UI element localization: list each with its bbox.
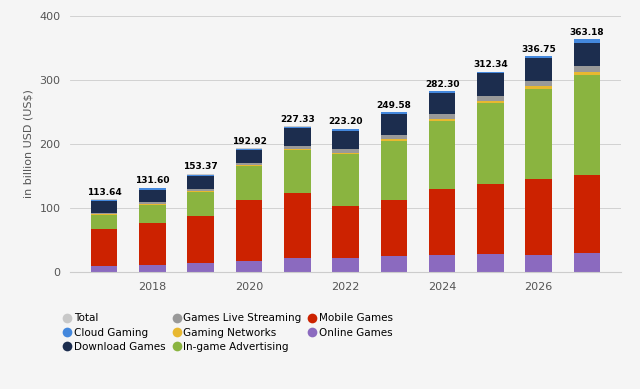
Bar [525,255,552,272]
Bar [332,131,359,149]
Bar [332,154,359,205]
Text: 363.18: 363.18 [570,28,604,37]
Bar [236,149,262,150]
Bar [477,254,504,272]
Bar [188,174,214,175]
Bar [332,258,359,272]
Bar [381,256,407,272]
Text: 227.33: 227.33 [280,115,315,124]
Bar [188,192,214,216]
Bar [381,114,407,135]
Bar [139,189,166,202]
Bar [236,150,262,163]
Bar [332,149,359,152]
Bar [429,121,456,189]
Bar [381,135,407,139]
Text: 192.92: 192.92 [232,137,266,146]
Bar [429,255,456,272]
Bar [284,149,310,150]
Bar [573,75,600,175]
Bar [91,199,118,200]
Bar [477,184,504,254]
Bar [332,152,359,154]
Bar [477,74,504,96]
Bar [429,119,456,121]
Bar [91,229,118,266]
Bar [284,128,310,145]
Bar [188,263,214,272]
Bar [525,179,552,255]
Bar [477,101,504,103]
Bar [284,127,310,128]
Bar [573,66,600,72]
Bar [525,81,552,86]
Bar [525,86,552,89]
Bar [332,130,359,131]
Bar [573,253,600,272]
Bar [525,58,552,81]
Bar [573,175,600,253]
Bar [139,223,166,265]
Bar [332,205,359,258]
Bar [381,112,407,114]
Bar [381,139,407,141]
Bar [91,213,118,214]
Text: 223.20: 223.20 [328,117,363,126]
Text: 131.60: 131.60 [135,176,170,185]
Bar [284,145,310,149]
Bar [525,89,552,179]
Bar [91,200,118,201]
Bar [525,56,552,58]
Bar [188,216,214,263]
Bar [236,165,262,166]
Bar [91,266,118,272]
Bar [139,202,166,204]
Bar [429,189,456,255]
Bar [236,166,262,200]
Bar [139,188,166,189]
Bar [236,200,262,261]
Bar [381,200,407,256]
Bar [284,193,310,258]
Y-axis label: in billion USD (US$): in billion USD (US$) [24,89,34,198]
Bar [477,72,504,74]
Bar [188,175,214,176]
Bar [236,261,262,272]
Bar [429,93,456,114]
Bar [188,176,214,189]
Bar [91,201,118,213]
Bar [91,215,118,229]
Bar [573,72,600,75]
Bar [91,214,118,215]
Bar [139,204,166,205]
Text: 312.34: 312.34 [473,60,508,69]
Bar [429,114,456,119]
Bar [188,189,214,191]
Text: 153.37: 153.37 [184,162,218,171]
Bar [573,39,600,42]
Bar [573,42,600,66]
Bar [381,141,407,200]
Text: 336.75: 336.75 [522,45,556,54]
Bar [188,191,214,192]
Bar [236,163,262,165]
Bar [429,91,456,93]
Bar [284,258,310,272]
Text: 113.64: 113.64 [87,188,122,197]
Bar [139,205,166,223]
Bar [477,96,504,101]
Text: 282.30: 282.30 [425,79,460,89]
Bar [477,103,504,184]
Bar [284,151,310,193]
Text: 249.58: 249.58 [376,100,412,110]
Legend: Total, Cloud Gaming, Download Games, Games Live Streaming, Gaming Networks, In-g: Total, Cloud Gaming, Download Games, Gam… [65,314,393,352]
Bar [139,265,166,272]
